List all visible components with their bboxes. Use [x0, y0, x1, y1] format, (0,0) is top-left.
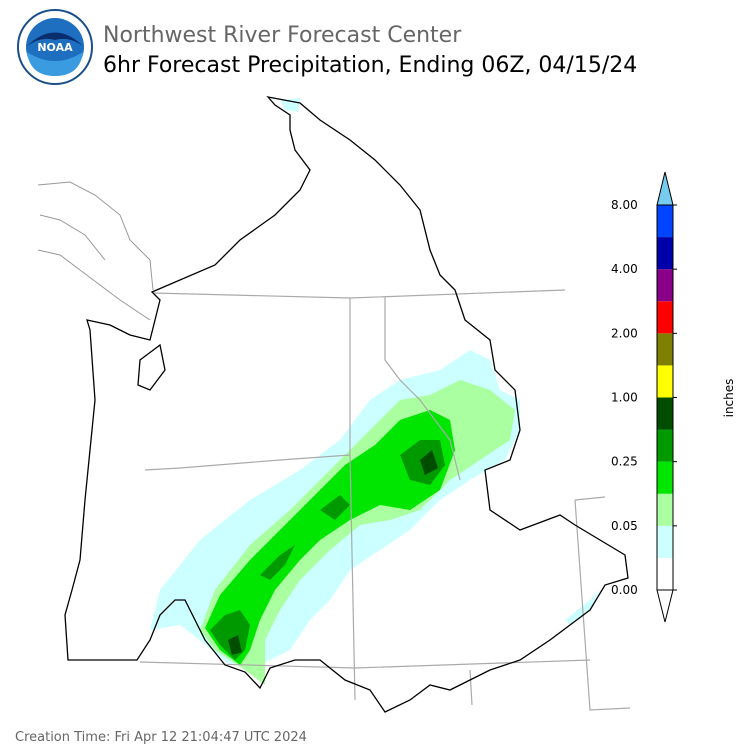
colorbar-tick-label: 0.00	[611, 583, 638, 597]
coastline	[37, 181, 154, 321]
noaa-logo: NOAA	[17, 9, 93, 85]
colorbar-segment	[657, 461, 673, 494]
colorbar-segment	[657, 333, 673, 366]
colorbar-segment	[657, 365, 673, 398]
creation-time: Creation Time: Fri Apr 12 21:04:47 UTC 2…	[15, 730, 307, 745]
colorbar-segment	[657, 429, 673, 462]
state-border	[139, 289, 631, 711]
logo-text: NOAA	[37, 41, 73, 54]
basin-outline	[137, 343, 166, 391]
colorbar-over	[656, 171, 674, 206]
colorbar-tick-label: 8.00	[611, 198, 638, 212]
colorbar-label: inches	[722, 379, 736, 418]
colorbar: 0.00 0.05 0.25 1.00 2.00 4.00 8.00	[611, 171, 677, 623]
subtitle: 6hr Forecast Precipitation, Ending 06Z, …	[103, 53, 637, 78]
colorbar-segment	[657, 269, 673, 302]
colorbar-under	[656, 589, 674, 623]
colorbar-segment	[657, 525, 673, 558]
title: Northwest River Forecast Center	[103, 23, 462, 48]
colorbar-tick-label: 0.25	[611, 455, 638, 469]
colorbar-segment	[657, 557, 673, 590]
colorbar-tick-label: 4.00	[611, 262, 638, 276]
colorbar-segment	[657, 397, 673, 430]
colorbar-segment	[657, 301, 673, 334]
colorbar-segment	[657, 493, 673, 526]
map	[37, 96, 631, 713]
colorbar-segment	[657, 205, 673, 238]
colorbar-tick-label: 1.00	[611, 391, 638, 405]
precip-area	[205, 410, 455, 665]
colorbar-segment	[657, 237, 673, 270]
colorbar-tick-label: 0.05	[611, 519, 638, 533]
basin-outline	[64, 96, 629, 713]
colorbar-tick-label: 2.00	[611, 326, 638, 340]
